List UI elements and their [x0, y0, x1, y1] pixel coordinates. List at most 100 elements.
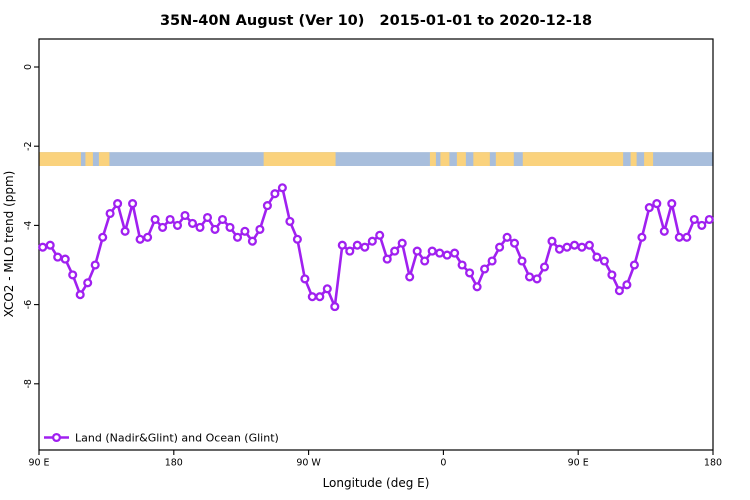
data-point-marker	[465, 268, 475, 278]
data-point-marker	[554, 244, 565, 254]
y-tick-label: -4	[23, 221, 34, 230]
data-point-marker	[442, 250, 452, 260]
data-point-marker	[397, 238, 407, 248]
data-series	[38, 183, 714, 312]
map-strip-land	[644, 152, 654, 166]
data-point-marker	[367, 236, 377, 246]
x-tick-label: 90 E	[28, 458, 49, 469]
data-point-marker	[45, 240, 55, 250]
data-point-marker	[405, 272, 415, 282]
data-point-marker	[517, 256, 527, 266]
data-point-marker	[262, 201, 272, 211]
data-point-marker	[480, 264, 490, 274]
y-tick-label: -2	[23, 141, 34, 150]
data-point-marker	[682, 232, 692, 242]
legend-label: Land (Nadir&Glint) and Ocean (Glint)	[75, 432, 279, 445]
data-point-marker	[240, 226, 250, 236]
map-strip-land	[440, 152, 450, 166]
data-point-marker	[210, 224, 220, 234]
data-point-marker	[345, 246, 355, 256]
data-point-marker	[360, 242, 370, 252]
data-point-marker	[502, 232, 512, 242]
data-point-marker	[547, 236, 557, 246]
data-point-marker	[614, 286, 624, 296]
data-point-marker	[277, 183, 287, 193]
world-map-strip	[39, 152, 713, 166]
y-tick-label: -8	[23, 379, 34, 388]
data-point-marker	[472, 282, 482, 292]
data-point-marker	[83, 278, 93, 288]
data-point-marker	[247, 236, 257, 246]
data-point-marker	[195, 222, 205, 232]
x-tick-label: 90 E	[568, 458, 589, 469]
data-point-marker	[569, 240, 580, 250]
x-axis-label: Longitude (deg E)	[323, 476, 430, 490]
data-point-marker	[509, 238, 520, 248]
map-strip-land	[39, 152, 81, 166]
data-point-marker	[150, 214, 160, 225]
data-point-marker	[622, 280, 632, 290]
data-point-marker	[300, 274, 310, 284]
legend: Land (Nadir&Glint) and Ocean (Glint)	[44, 432, 279, 445]
map-strip-land	[85, 152, 93, 166]
data-point-marker	[158, 222, 168, 232]
data-point-marker	[495, 242, 505, 252]
data-point-marker	[105, 208, 115, 219]
data-point-marker	[225, 222, 235, 232]
map-strip-land	[98, 152, 110, 166]
y-tick-label: -6	[23, 300, 34, 309]
data-point-marker	[689, 214, 699, 225]
data-point-marker	[292, 234, 302, 244]
map-strip-land	[456, 152, 466, 166]
data-point-marker	[382, 254, 392, 264]
data-point-marker	[592, 252, 602, 262]
data-series-line	[41, 186, 711, 308]
data-point-marker	[217, 214, 228, 225]
data-point-marker	[135, 234, 145, 244]
data-point-marker	[599, 256, 609, 266]
y-axis-ticks: 0 -2 -4 -6 -8	[23, 64, 39, 389]
data-point-marker	[60, 254, 70, 264]
data-point-marker	[607, 270, 617, 280]
data-point-marker	[143, 232, 153, 242]
data-point-marker	[330, 302, 340, 312]
map-strip-land	[429, 152, 436, 166]
data-point-marker	[202, 212, 213, 223]
data-point-marker	[652, 199, 662, 209]
data-point-marker	[629, 260, 639, 270]
plot-box	[38, 38, 714, 451]
x-tick-label: 180	[704, 458, 722, 469]
data-point-marker	[637, 232, 647, 242]
data-point-marker	[420, 256, 430, 266]
chart-title: 35N-40N August (Ver 10) 2015-01-01 to 20…	[160, 13, 592, 29]
data-point-marker	[307, 292, 317, 302]
data-point-marker	[285, 216, 295, 226]
data-point-marker	[120, 226, 130, 236]
data-point-marker	[255, 224, 265, 234]
data-point-marker	[412, 246, 422, 256]
data-point-marker	[165, 214, 175, 225]
data-point-marker	[38, 242, 48, 252]
data-point-marker	[68, 270, 78, 280]
x-tick-label: 0	[440, 458, 446, 469]
x-tick-label: 180	[165, 458, 183, 469]
data-point-marker	[128, 199, 138, 209]
y-tick-label: 0	[23, 64, 34, 70]
data-point-marker	[532, 274, 542, 284]
data-point-marker	[524, 272, 535, 282]
data-point-marker	[352, 240, 362, 250]
data-point-marker	[697, 220, 707, 230]
data-point-marker	[75, 290, 85, 300]
map-strip-land	[473, 152, 490, 166]
data-point-marker	[322, 284, 332, 294]
data-point-marker	[457, 260, 467, 270]
data-point-marker	[674, 232, 684, 242]
data-point-marker	[427, 246, 437, 256]
x-axis-ticks: 90 E 180 90 W 0 90 E 180	[28, 450, 722, 469]
data-point-marker	[704, 214, 714, 225]
data-point-marker	[53, 252, 63, 262]
data-point-marker	[172, 220, 183, 230]
data-point-marker	[113, 199, 123, 209]
